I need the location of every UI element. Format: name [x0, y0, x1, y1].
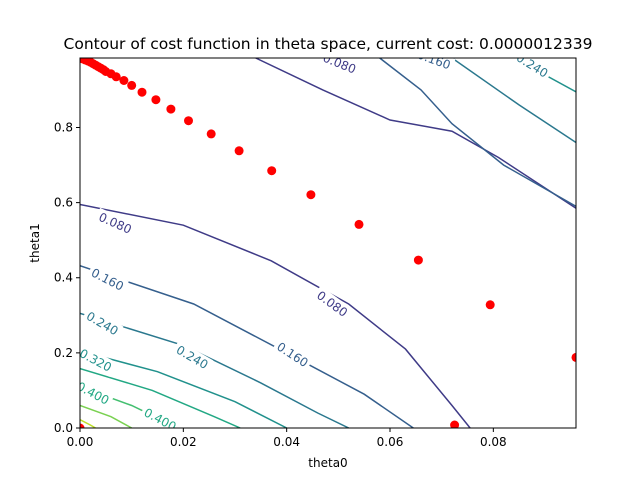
scatter-point-0-14: [127, 80, 137, 90]
y-tick-label-3: 0.6: [54, 196, 73, 210]
contour-label-gap: [85, 263, 129, 296]
x-tick-label-2: 0.04: [273, 435, 300, 449]
y-tick-label-4: 0.8: [54, 120, 73, 134]
contour-label-gap: [412, 58, 456, 75]
x-axis-label: theta0: [308, 456, 347, 470]
contour-label-gap: [80, 306, 124, 341]
scatter-point-0-22: [306, 190, 316, 200]
contour-line-0-1: [255, 58, 576, 209]
y-axis-ticks: 0.0 0.2 0.4 0.6 0.8: [54, 120, 80, 435]
scatter-point-0-17: [166, 104, 176, 114]
y-tick-label-0: 0.0: [54, 421, 73, 435]
contour-label-gap: [311, 285, 353, 323]
scatter-point-0-12: [111, 72, 121, 82]
scatter-point-0-25: [485, 300, 495, 310]
contour-label-gap: [80, 376, 115, 410]
x-axis-ticks: 0.00 0.02 0.04 0.06 0.08: [67, 428, 507, 449]
x-tick-label-0: 0.00: [67, 435, 94, 449]
contour-line-7-0: [80, 419, 96, 428]
scatter-point-0-27: [450, 420, 460, 428]
x-tick-label-3: 0.06: [377, 435, 404, 449]
contour-line-4-0: [80, 367, 241, 428]
scatter-point-0-18: [184, 116, 193, 126]
x-tick-label-1: 0.02: [170, 435, 197, 449]
contour-label-gap: [170, 340, 214, 375]
contour-line-3-0: [80, 350, 288, 428]
y-tick-label-2: 0.4: [54, 271, 73, 285]
scatter-point-0-13: [119, 76, 129, 85]
contour-line-6-0: [80, 404, 133, 428]
scatter-point-0-26: [571, 352, 576, 362]
scatter-point-0-15: [137, 87, 147, 97]
contour-label-gap: [271, 337, 314, 373]
y-tick-label-1: 0.2: [54, 346, 73, 360]
plot-frame: [79, 57, 577, 429]
contour-line-2-1: [451, 58, 576, 144]
contour-line-2-0: [80, 312, 350, 428]
contour-line-0-0: [80, 203, 471, 428]
contour-label-gap: [93, 207, 137, 239]
descent-path-points: [80, 58, 576, 428]
scatter-point-0-21: [267, 166, 277, 176]
contour-label-gap: [510, 58, 554, 83]
scatter-point-0-16: [151, 95, 161, 105]
y-axis-label: theta1: [28, 223, 42, 262]
contour-label-gap: [317, 58, 361, 79]
contour-line-1-1: [379, 58, 576, 208]
x-tick-label-4: 0.08: [480, 435, 507, 449]
scatter-point-0-20: [234, 146, 244, 156]
chart-title: Contour of cost function in theta space,…: [64, 35, 593, 53]
scatter-point-0-23: [354, 219, 364, 229]
scatter-point-0-28: [80, 423, 85, 428]
scatter-point-0-24: [413, 255, 423, 265]
scatter-point-0-19: [206, 129, 216, 139]
contour-label-gap: [80, 343, 117, 377]
